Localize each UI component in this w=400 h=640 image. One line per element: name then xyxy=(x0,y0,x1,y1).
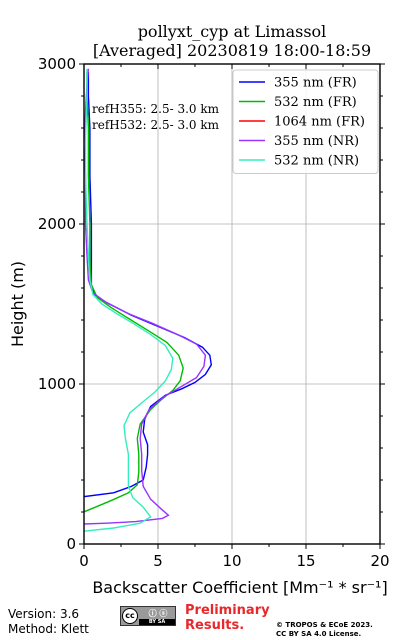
cc-license-icon: cc ⓘ ⓢ BY SA xyxy=(120,606,176,626)
preliminary-label: Preliminary xyxy=(185,603,270,618)
legend: 355 nm (FR) 532 nm (FR) 1064 nm (FR) 355 nm… xyxy=(232,69,379,174)
tick-marks xyxy=(79,63,385,549)
by-sa-icon: ⓘ ⓢ xyxy=(148,609,168,618)
x-tick-label: 5 xyxy=(153,552,163,570)
y-tick-label: 1000 xyxy=(38,375,76,393)
legend-label-2: 1064 nm (FR) xyxy=(274,115,365,130)
x-tick-label: 15 xyxy=(296,552,315,570)
license-label: CC BY SA 4.0 License. xyxy=(276,630,362,638)
ref-height-annotation: refH355: 2.5- 3.0 km xyxy=(92,102,220,116)
x-tick-label: 20 xyxy=(370,552,389,570)
series-line-0 xyxy=(84,72,213,498)
legend-label-0: 355 nm (FR) xyxy=(274,76,357,91)
legend-label-3: 355 nm (NR) xyxy=(274,134,359,149)
legend-label-1: 532 nm (FR) xyxy=(274,95,357,110)
series-line-4 xyxy=(84,68,174,532)
y-tick-label: 2000 xyxy=(38,215,76,233)
ref-height-annotation: refH532: 2.5- 3.0 km xyxy=(92,118,220,132)
y-tick-label: 3000 xyxy=(38,55,76,73)
x-tick-label: 0 xyxy=(79,552,89,570)
method-label: Method: Klett xyxy=(8,622,89,636)
legend-label-4: 532 nm (NR) xyxy=(274,154,359,169)
chart-title-line-2: [Averaged] 20230819 18:00-18:59 xyxy=(92,41,372,60)
x-tick-label: 10 xyxy=(222,552,241,570)
legend-box xyxy=(232,69,379,174)
preliminary-results-label: Results. xyxy=(185,618,245,633)
series-line-1 xyxy=(84,72,184,513)
x-axis-label: Backscatter Coefficient [Mm⁻¹ * sr⁻¹] xyxy=(92,578,387,597)
series-line-3 xyxy=(84,68,207,525)
chart-title-line-1: pollyxt_cyp at Limassol xyxy=(137,22,327,41)
y-tick-label: 0 xyxy=(66,535,76,553)
cc-badge-strip: BY SA xyxy=(139,619,175,625)
series-group xyxy=(84,68,213,532)
copyright-label: © TROPOS & ECoE 2023. xyxy=(276,621,373,629)
cc-icon: cc xyxy=(122,608,138,624)
version-label: Version: 3.6 xyxy=(8,607,80,621)
y-axis-label: Height (m) xyxy=(8,261,27,347)
